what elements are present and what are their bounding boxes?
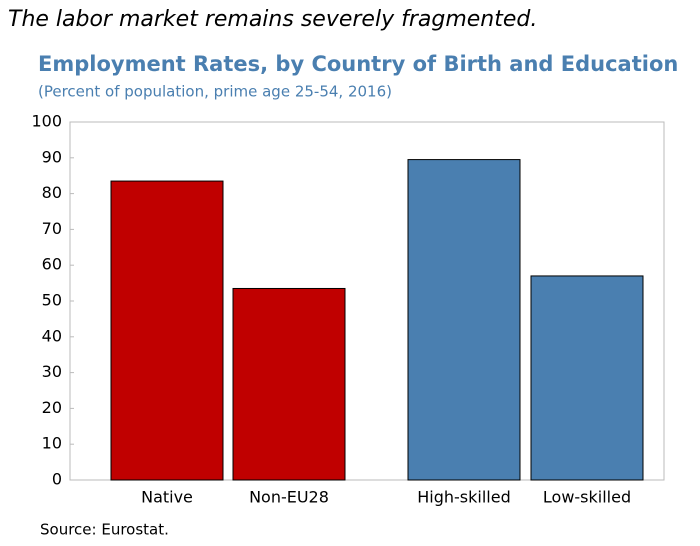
bar — [110, 180, 224, 481]
page-header: The labor market remains severely fragme… — [8, 7, 537, 32]
y-tick-label: 10 — [42, 434, 62, 453]
y-tick-label: 90 — [42, 147, 62, 166]
y-tick-label: 70 — [42, 219, 62, 238]
y-tick-label: 100 — [31, 112, 62, 131]
x-tick-label: Low-skilled — [543, 488, 631, 507]
source-note: Source: Eurostat. — [40, 521, 169, 539]
y-tick-label: 30 — [42, 362, 62, 381]
x-tick-label: Non-EU28 — [249, 488, 329, 507]
y-tick-label: 40 — [42, 326, 62, 345]
y-tick-label: 20 — [42, 398, 62, 417]
y-tick-label: 60 — [42, 255, 62, 274]
bar — [530, 275, 644, 481]
chart-subtitle: (Percent of population, prime age 25-54,… — [38, 83, 392, 101]
y-tick-label: 50 — [42, 291, 62, 310]
bar — [407, 159, 521, 481]
chart-title: Employment Rates, by Country of Birth an… — [38, 52, 678, 76]
y-tick-label: 80 — [42, 183, 62, 202]
bar — [232, 287, 346, 481]
y-tick-label: 0 — [52, 470, 62, 489]
x-tick-label: High-skilled — [417, 488, 510, 507]
x-tick-label: Native — [141, 488, 193, 507]
